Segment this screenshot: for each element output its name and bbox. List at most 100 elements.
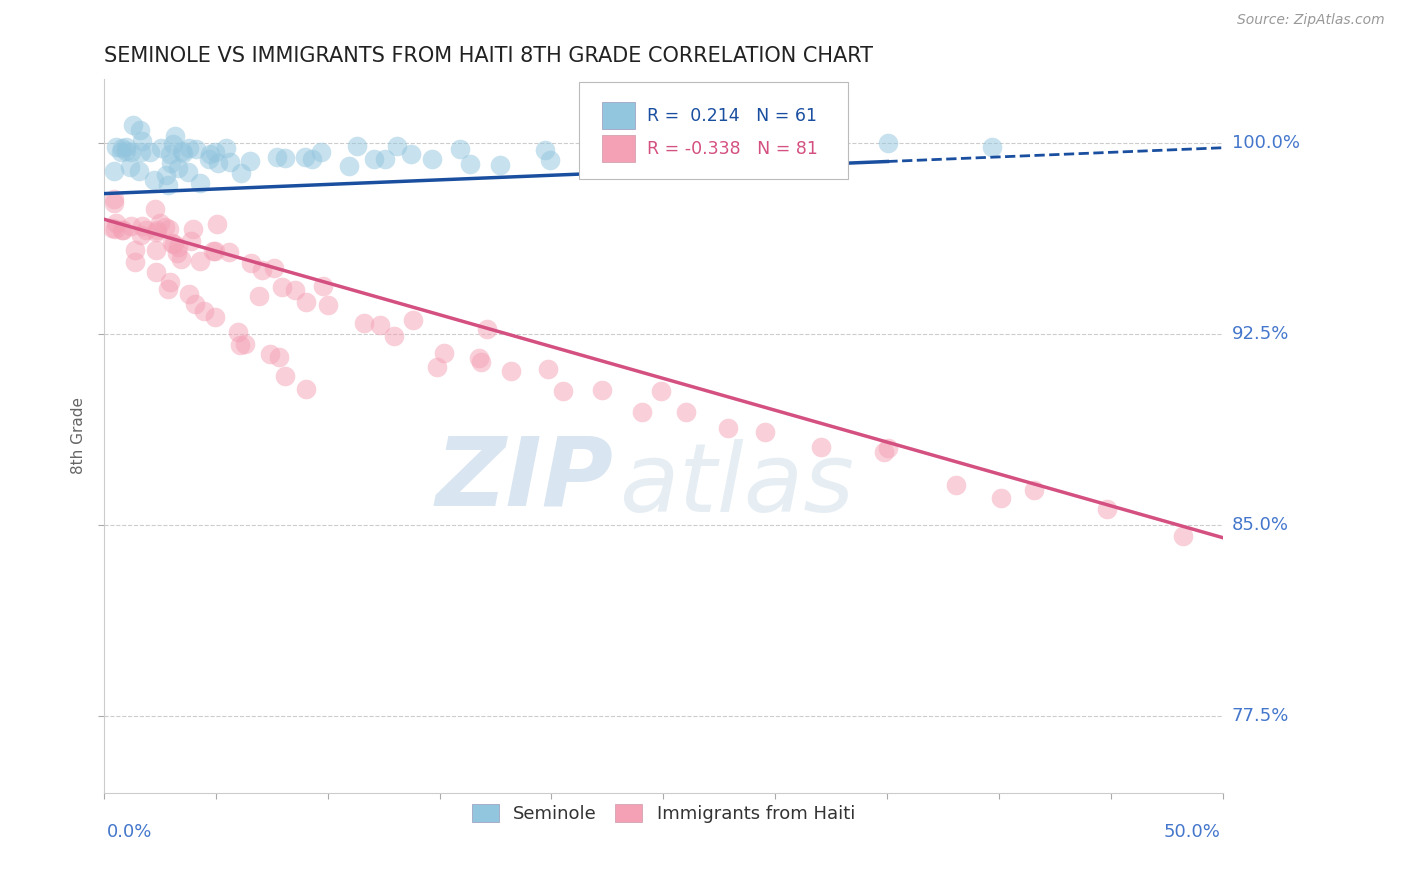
Point <box>198 147 221 161</box>
Point <box>675 404 697 418</box>
Point <box>499 364 522 378</box>
Point <box>259 346 281 360</box>
Point <box>112 223 135 237</box>
Point <box>131 134 153 148</box>
Point <box>167 161 190 175</box>
Point <box>129 145 152 160</box>
Bar <box>602 103 636 129</box>
Point <box>630 405 652 419</box>
Point <box>177 141 200 155</box>
Point <box>420 152 443 166</box>
Point <box>145 225 167 239</box>
Point <box>150 141 173 155</box>
Point <box>385 139 408 153</box>
Text: ZIP: ZIP <box>436 432 613 525</box>
Point <box>218 244 240 259</box>
Point <box>177 287 200 301</box>
Point <box>177 165 200 179</box>
Point <box>156 178 179 192</box>
Point <box>104 222 127 236</box>
Point <box>399 147 422 161</box>
Point <box>115 140 138 154</box>
Point <box>204 244 226 258</box>
Point <box>717 421 740 435</box>
Point <box>188 176 211 190</box>
Point <box>145 265 167 279</box>
Y-axis label: 8th Grade: 8th Grade <box>72 397 86 475</box>
Point <box>101 221 124 235</box>
Point <box>295 295 318 310</box>
Point <box>103 192 125 206</box>
Point <box>458 157 481 171</box>
Point <box>488 158 510 172</box>
Point <box>155 169 177 183</box>
Point <box>263 260 285 275</box>
Point <box>382 329 405 343</box>
Point <box>162 136 184 151</box>
Point <box>470 355 492 369</box>
Point <box>153 220 176 235</box>
FancyBboxPatch shape <box>579 82 848 178</box>
Point <box>591 383 613 397</box>
Point <box>363 153 385 167</box>
Point <box>166 245 188 260</box>
Point <box>877 442 900 456</box>
Point <box>198 152 221 166</box>
Point <box>205 217 228 231</box>
Point <box>124 255 146 269</box>
Point <box>145 243 167 257</box>
Point <box>204 145 226 159</box>
Point <box>120 145 142 159</box>
Point <box>765 145 787 159</box>
Point <box>184 142 207 156</box>
Point <box>170 252 193 266</box>
Point <box>111 141 134 155</box>
Point <box>754 425 776 440</box>
Text: 0.0%: 0.0% <box>107 823 152 841</box>
Point <box>120 219 142 233</box>
Text: 77.5%: 77.5% <box>1232 707 1289 725</box>
Point <box>188 253 211 268</box>
Point <box>353 316 375 330</box>
Point <box>160 156 183 170</box>
Point <box>103 195 125 210</box>
Point <box>114 144 136 158</box>
Point <box>876 136 898 150</box>
Point <box>131 219 153 234</box>
Point <box>159 275 181 289</box>
Point <box>270 280 292 294</box>
Point <box>110 145 132 159</box>
Point <box>274 151 297 165</box>
Point <box>294 150 316 164</box>
Point <box>301 152 323 166</box>
Point <box>312 279 335 293</box>
Point <box>810 441 832 455</box>
Point <box>105 216 128 230</box>
Point <box>180 234 202 248</box>
Point <box>218 154 240 169</box>
Point <box>204 310 226 324</box>
Point <box>172 145 194 159</box>
Point <box>120 160 142 174</box>
Point <box>235 336 257 351</box>
Point <box>215 141 238 155</box>
Point <box>229 337 252 351</box>
Text: atlas: atlas <box>619 439 853 533</box>
Bar <box>602 136 636 162</box>
Legend: Seminole, Immigrants from Haiti: Seminole, Immigrants from Haiti <box>464 797 862 830</box>
Point <box>166 240 188 254</box>
Point <box>718 139 741 153</box>
Text: SEMINOLE VS IMMIGRANTS FROM HAITI 8TH GRADE CORRELATION CHART: SEMINOLE VS IMMIGRANTS FROM HAITI 8TH GR… <box>104 46 873 66</box>
Point <box>1022 483 1045 497</box>
Point <box>129 228 152 243</box>
Point <box>163 129 186 144</box>
Point <box>184 297 207 311</box>
Point <box>538 153 561 167</box>
Point <box>311 145 333 160</box>
Point <box>294 382 316 396</box>
Point <box>239 256 262 270</box>
Point <box>945 478 967 492</box>
Point <box>163 237 186 252</box>
Text: 85.0%: 85.0% <box>1232 516 1289 534</box>
Text: 100.0%: 100.0% <box>1232 134 1299 152</box>
